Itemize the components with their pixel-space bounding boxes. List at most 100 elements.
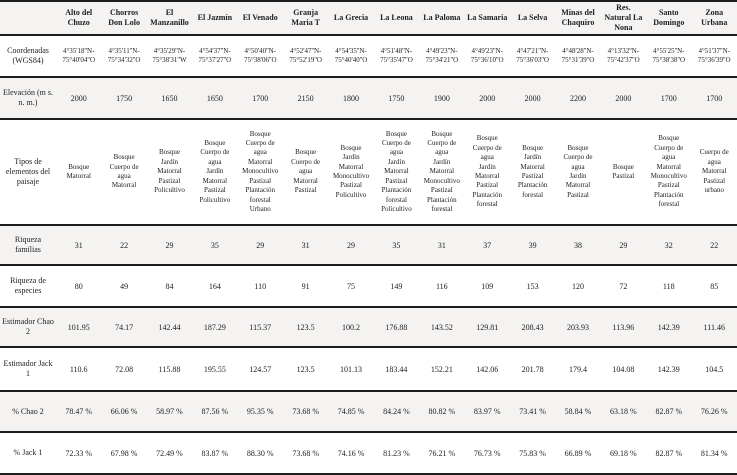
site-column-header: Granja Maria T bbox=[291, 8, 320, 27]
landscape-elements-cell: Bosque Cuerpo de agua Jardín Matorral Mo… bbox=[423, 129, 460, 214]
landscape-elements-cell: Bosque Jardín Matorral Monocultivo Pasti… bbox=[332, 143, 370, 199]
riqueza-familias-cell: 39 bbox=[528, 240, 537, 250]
estimador-jack1-cell: 72.08 bbox=[115, 364, 134, 374]
riqueza-familias-cell: 29 bbox=[347, 240, 356, 250]
pct-jack1-cell: 72.33 % bbox=[65, 448, 93, 458]
elevation-cell: 1750 bbox=[388, 93, 405, 103]
pct-chao2-cell: 73.68 % bbox=[292, 407, 319, 416]
corner-cell bbox=[0, 1, 56, 35]
elevation-cell: 1800 bbox=[343, 93, 360, 103]
pct-chao2-cell: 84.24 % bbox=[383, 407, 410, 416]
row-label-landscape: Tipos de elementos del paisaje bbox=[5, 157, 51, 186]
pct-jack1-cell: 81.23 % bbox=[383, 448, 410, 458]
estimador-chao2-cell: 187.29 bbox=[203, 322, 226, 332]
riqueza-especies-cell: 149 bbox=[390, 281, 403, 291]
table-row-riqueza-especies: Riqueza de especies 80 49 84 164 110 91 75 149 1… bbox=[0, 265, 737, 307]
elevation-cell: 1700 bbox=[660, 93, 677, 103]
riqueza-especies-cell: 164 bbox=[208, 281, 221, 291]
estimador-chao2-cell: 142.44 bbox=[158, 322, 181, 332]
pct-jack1-cell: 73.68 % bbox=[292, 448, 319, 458]
estimador-jack1-cell: 110.6 bbox=[69, 364, 88, 374]
site-column-header: Santo Domingo bbox=[653, 8, 685, 27]
pct-jack1-cell: 82.87 % bbox=[655, 448, 683, 458]
riqueza-especies-cell: 72 bbox=[619, 281, 628, 291]
elevation-cell: 2200 bbox=[569, 93, 586, 103]
site-column-header: La Paloma bbox=[423, 13, 461, 22]
pct-chao2-cell: 83.97 % bbox=[473, 407, 501, 416]
estimador-jack1-cell: 104.08 bbox=[612, 364, 635, 374]
pct-chao2-cell: 80.82 % bbox=[428, 407, 456, 416]
row-label-pct-chao2: % Chao 2 bbox=[12, 406, 44, 416]
riqueza-familias-cell: 38 bbox=[573, 240, 582, 250]
pct-jack1-cell: 74.16 % bbox=[337, 448, 365, 458]
estimador-chao2-cell: 74.17 bbox=[115, 322, 134, 332]
coordinates-cell: 4°51'37''N- 75°36'39''O bbox=[697, 46, 731, 64]
riqueza-familias-cell: 29 bbox=[619, 240, 628, 250]
elevation-cell: 2000 bbox=[479, 93, 496, 103]
riqueza-familias-cell: 35 bbox=[210, 240, 219, 250]
riqueza-familias-cell: 35 bbox=[392, 240, 401, 250]
pct-chao2-cell: 82.87 % bbox=[655, 407, 683, 416]
elevation-cell: 1900 bbox=[433, 93, 450, 103]
estimador-jack1-cell: 101.13 bbox=[340, 364, 363, 374]
pct-chao2-cell: 63.18 % bbox=[610, 407, 637, 416]
estimador-jack1-cell: 195.55 bbox=[203, 364, 226, 374]
site-column-header: La Samaria bbox=[467, 13, 508, 22]
pct-chao2-cell: 58.84 % bbox=[564, 407, 592, 416]
pct-jack1-cell: 67.98 % bbox=[110, 448, 138, 458]
table-row-coordinates: Coordenadas (WGS84) 4°35'18''N- 75°40'04… bbox=[0, 35, 737, 77]
riqueza-especies-cell: 110 bbox=[254, 281, 267, 291]
landscape-elements-cell: Bosque Cuerpo de agua Jardín Matorral Pa… bbox=[563, 143, 593, 199]
site-column-header: La Selva bbox=[517, 13, 548, 22]
estimador-jack1-cell: 115.88 bbox=[158, 364, 181, 374]
landscape-elements-cell: Bosque Cuerpo de agua Jardín Matorral Pa… bbox=[381, 129, 412, 214]
pct-jack1-cell: 72.49 % bbox=[156, 448, 183, 458]
coordinates-cell: 4°51'48''N- 75°35'47''O bbox=[380, 46, 413, 64]
table-header-row: Alto del Chuzo Chorros Don Lolo El Manzani… bbox=[0, 1, 737, 35]
pct-chao2-cell: 66.06 % bbox=[110, 407, 138, 416]
riqueza-especies-cell: 116 bbox=[435, 281, 448, 291]
pct-jack1-cell: 76.21 % bbox=[428, 448, 456, 458]
row-label-estimador-jack1: Estimador Jack 1 bbox=[3, 359, 53, 378]
site-column-header: Minas del Chaquiro bbox=[561, 8, 595, 27]
table-row-pct-jack1: % Jack 1 72.33 % 67.98 % 72.49 % 83.87 % 88.… bbox=[0, 432, 737, 474]
estimador-chao2-cell: 115.37 bbox=[249, 322, 272, 332]
estimador-chao2-cell: 123.5 bbox=[296, 322, 315, 332]
elevation-cell: 2000 bbox=[615, 93, 632, 103]
row-label-elevation: Elevación (m s. n. m.) bbox=[3, 88, 53, 107]
row-label-estimador-chao2: Estimador Chao 2 bbox=[2, 317, 54, 336]
coordinates-cell: 4°49'23''N- 75°34'21''O bbox=[425, 46, 459, 64]
riqueza-familias-cell: 31 bbox=[437, 240, 446, 250]
site-column-header: El Manzanillo bbox=[150, 8, 189, 27]
elevation-cell: 2000 bbox=[524, 93, 541, 103]
riqueza-especies-cell: 153 bbox=[526, 281, 539, 291]
landscape-elements-cell: Bosque Cuerpo de agua Matorral Pastizal bbox=[291, 148, 321, 195]
pct-jack1-cell: 83.87 % bbox=[201, 448, 229, 458]
estimador-chao2-cell: 100.2 bbox=[342, 322, 361, 332]
riqueza-familias-cell: 32 bbox=[664, 240, 673, 250]
landscape-elements-cell: Bosque Cuerpo de agua Matorral bbox=[109, 153, 139, 190]
estimador-jack1-cell: 124.57 bbox=[249, 364, 272, 374]
landscape-elements-cell: Bosque Cuerpo de agua Matorral Monoculti… bbox=[242, 129, 279, 214]
pct-chao2-cell: 95.35 % bbox=[246, 407, 274, 416]
coordinates-cell: 4°35'11''N- 75°34'32''O bbox=[107, 46, 141, 64]
riqueza-familias-cell: 31 bbox=[74, 240, 83, 250]
pct-jack1-cell: 88.30 % bbox=[246, 448, 274, 458]
riqueza-especies-cell: 109 bbox=[481, 281, 494, 291]
estimador-jack1-cell: 183.44 bbox=[385, 364, 408, 374]
riqueza-especies-cell: 84 bbox=[165, 281, 174, 291]
riqueza-familias-cell: 29 bbox=[165, 240, 174, 250]
coordinates-cell: 4°52'47''N- 75°52'19''O bbox=[289, 46, 322, 64]
elevation-cell: 2000 bbox=[70, 93, 87, 103]
coordinates-cell: 4°50'40''N- 75°38'06''O bbox=[243, 46, 277, 64]
riqueza-especies-cell: 85 bbox=[710, 281, 719, 291]
estimador-chao2-cell: 142.39 bbox=[657, 322, 680, 332]
landscape-elements-cell: Bosque Jardín Matorral Pastizal Policult… bbox=[154, 148, 185, 195]
pct-jack1-cell: 69.18 % bbox=[610, 448, 637, 458]
site-column-header: Res. Natural La Nona bbox=[604, 3, 643, 32]
pct-chao2-cell: 74.85 % bbox=[337, 407, 365, 416]
pct-chao2-cell: 58.97 % bbox=[156, 407, 183, 416]
riqueza-familias-cell: 22 bbox=[120, 240, 129, 250]
landscape-elements-cell: Bosque Matorral bbox=[66, 162, 91, 180]
